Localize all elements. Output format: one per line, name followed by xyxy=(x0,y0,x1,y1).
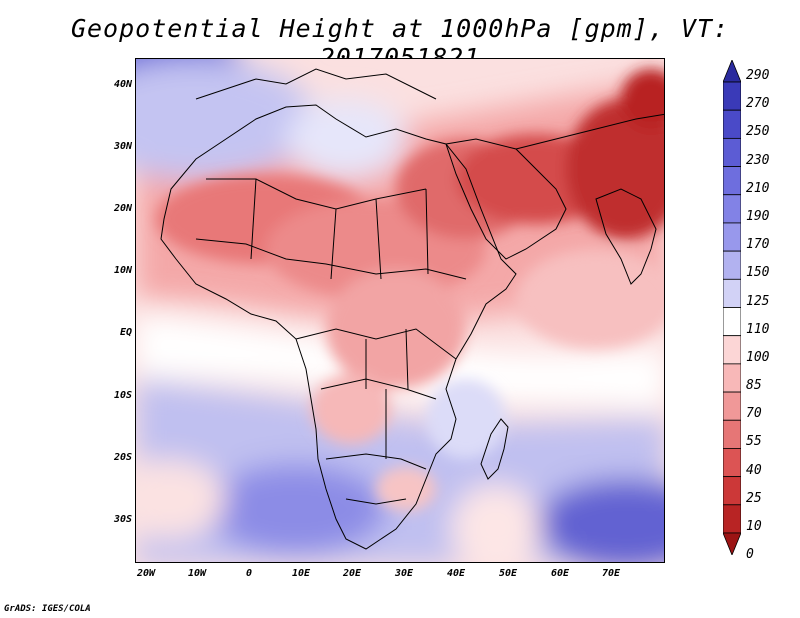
footer-credit: GrADS: IGES/COLA xyxy=(4,604,91,614)
colorbar-label: 190 xyxy=(746,208,770,224)
x-tick-label: 60E xyxy=(550,568,570,579)
colorbar-label: 55 xyxy=(746,434,762,450)
geopotential-map xyxy=(135,58,665,563)
colorbar-segment xyxy=(723,137,741,167)
colorbar-label: 210 xyxy=(746,180,770,196)
colorbar-label: 230 xyxy=(746,152,770,168)
colorbar-segment xyxy=(723,278,741,308)
colorbar-segment xyxy=(723,335,741,365)
x-tick-label: 20W xyxy=(136,568,156,579)
colorbar-segment xyxy=(723,391,741,421)
colorbar-segment xyxy=(723,194,741,224)
x-tick-label: 30E xyxy=(394,568,414,579)
colorbar-segment xyxy=(723,109,741,139)
x-tick-label: 10W xyxy=(187,568,207,579)
y-tick-label: EQ xyxy=(119,327,132,338)
colorbar-segment xyxy=(723,448,741,478)
colorbar-label: 40 xyxy=(746,462,762,478)
x-tick-label: 70E xyxy=(601,568,621,579)
y-tick-label: 10N xyxy=(113,265,132,276)
colorbar-label: 170 xyxy=(746,237,770,253)
y-tick-label: 40N xyxy=(113,79,132,90)
colorbar-label: 125 xyxy=(746,293,770,309)
map-title: Geopotential Height at 1000hPa [gpm], VT… xyxy=(70,14,730,72)
colorbar xyxy=(723,60,741,555)
colorbar-segment xyxy=(723,476,741,506)
x-tick-label: 50E xyxy=(498,568,518,579)
colorbar-top-arrow xyxy=(723,60,741,83)
y-tick-label: 30S xyxy=(113,514,132,525)
colorbar-segment xyxy=(723,81,741,111)
colorbar-segment xyxy=(723,419,741,449)
colorbar-bottom-arrow xyxy=(723,532,741,555)
colorbar-label: 25 xyxy=(746,490,762,506)
colorbar-label: 70 xyxy=(746,406,762,422)
x-tick-label: 0 xyxy=(245,568,253,579)
coastline-outline xyxy=(160,68,664,550)
y-tick-label: 30N xyxy=(113,141,132,152)
y-tick-label: 10S xyxy=(113,390,132,401)
colorbar-label: 290 xyxy=(746,68,770,83)
y-tick-label: 20S xyxy=(113,452,132,463)
map-field-svg xyxy=(136,59,664,562)
colorbar-label: 100 xyxy=(746,349,770,365)
colorbar-label: 85 xyxy=(746,378,762,394)
y-tick-label: 20N xyxy=(113,203,132,214)
colorbar-label: 250 xyxy=(746,124,770,140)
colorbar-segment xyxy=(723,250,741,280)
colorbar-label: 0 xyxy=(746,547,754,563)
colorbar-label: 270 xyxy=(746,96,770,112)
colorbar-segment xyxy=(723,222,741,252)
colorbar-segment xyxy=(723,166,741,196)
colorbar-segment xyxy=(723,307,741,337)
x-tick-label: 40E xyxy=(446,568,466,579)
colorbar-segment xyxy=(723,363,741,393)
colorbar-segment xyxy=(723,504,741,534)
x-tick-label: 20E xyxy=(342,568,362,579)
colorbar-label: 150 xyxy=(746,265,770,281)
x-tick-label: 10E xyxy=(291,568,311,579)
colorbar-label: 110 xyxy=(746,321,770,337)
colorbar-label: 10 xyxy=(746,519,762,534)
